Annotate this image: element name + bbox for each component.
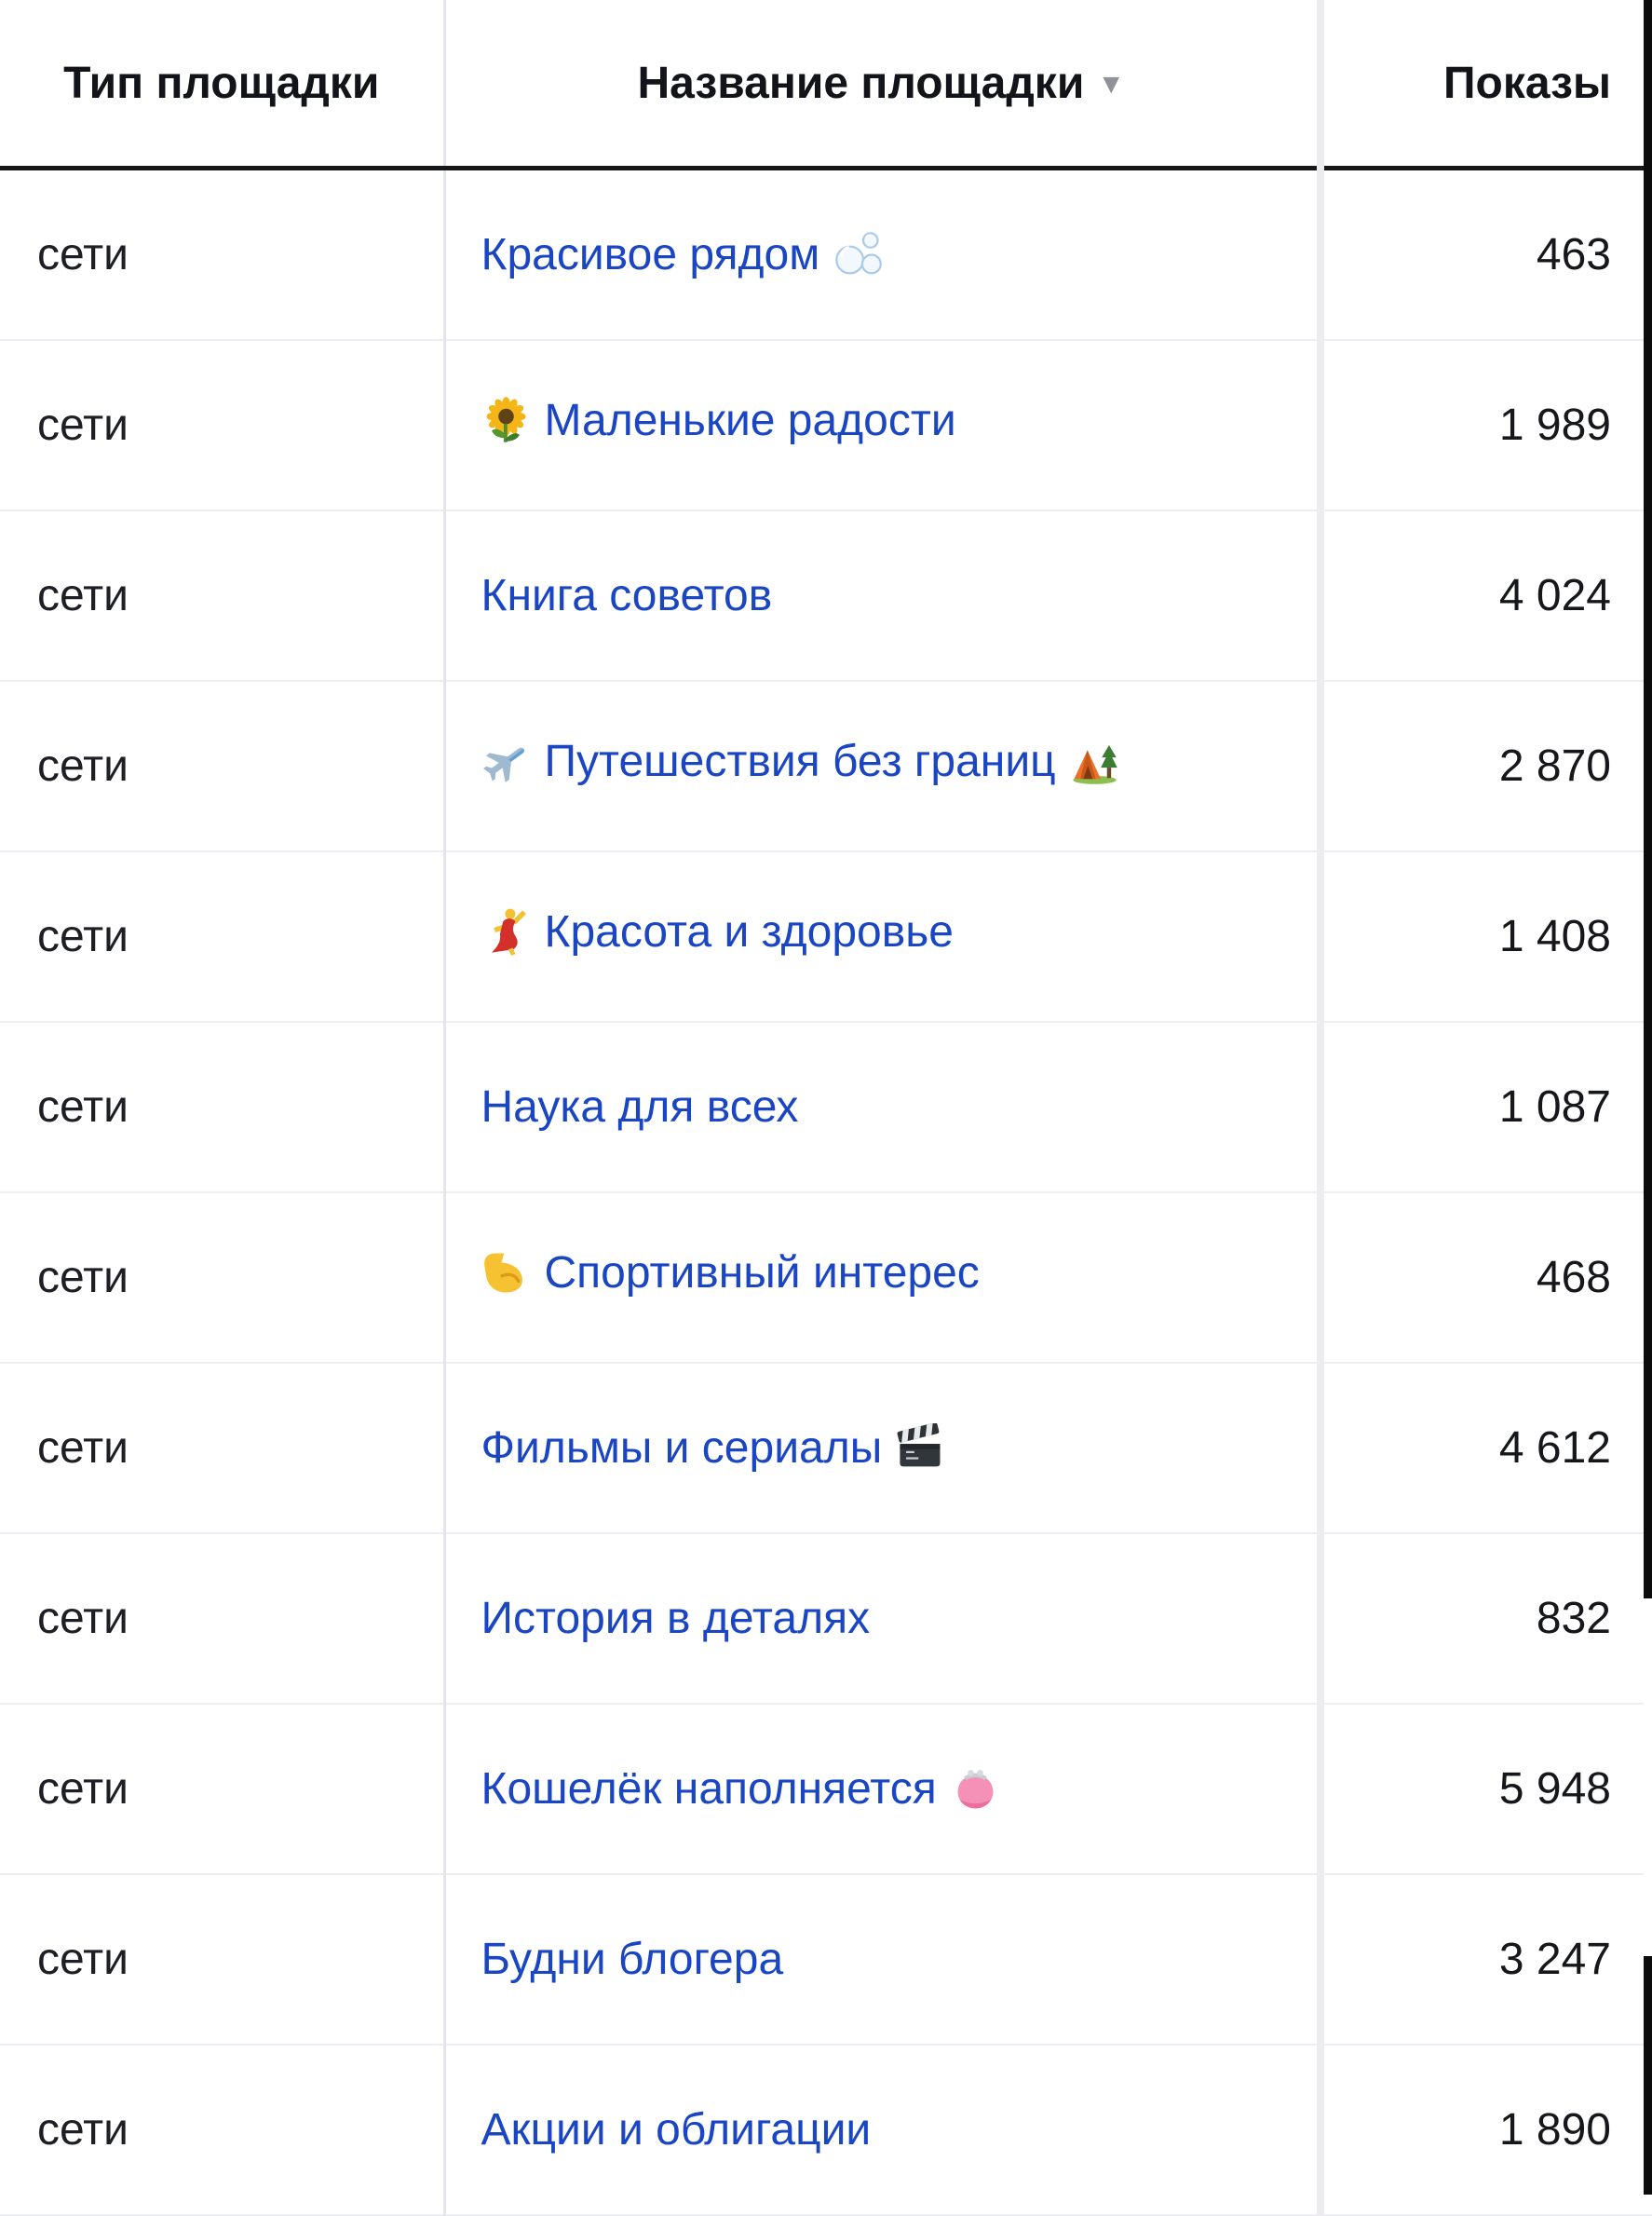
bubbles-emoji [833, 230, 883, 279]
platform-type-cell: сети [0, 510, 446, 682]
sunflower-emoji [481, 396, 531, 445]
platform-name-cell: Фильмы и сериалы [444, 1363, 1324, 1534]
impressions-cell: 4 024 [1320, 510, 1652, 682]
platform-name-label: Будни блогера [481, 1935, 784, 1984]
platform-name-cell: Красота и здоровье [444, 851, 1324, 1023]
table-row: сети История в деталях 832 [0, 1533, 1652, 1705]
camping-emoji [1070, 737, 1119, 786]
table-row: сети Будни блогера 3 247 [0, 1874, 1652, 2046]
platform-name-link[interactable]: Маленькие радости [481, 395, 956, 446]
table-row: сети Кошелёк наполняется 5 948 [0, 1704, 1652, 1875]
platform-type-cell: сети [0, 1192, 446, 1364]
impressions-cell: 5 948 [1320, 1704, 1652, 1875]
platform-name-label: Акции и облигации [481, 2105, 872, 2155]
table-row: сети Спортивный интерес 468 [0, 1192, 1652, 1364]
platform-name-cell: Кошелёк наполняется [444, 1704, 1324, 1875]
platform-type-cell: сети [0, 851, 446, 1023]
impressions-cell: 1 408 [1320, 851, 1652, 1023]
platform-name-label: Наука для всех [481, 1082, 799, 1132]
platform-type-cell: сети [0, 681, 446, 852]
table-row: сети Книга советов 4 024 [0, 510, 1652, 682]
platform-type-cell: сети [0, 168, 446, 341]
column-header-impressions[interactable]: Показы [1320, 0, 1652, 170]
table-row: сети Акции и облигации 1 890 [0, 2045, 1652, 2216]
platform-name-cell: Красивое рядом [444, 168, 1324, 341]
table-row: сети Маленькие радости 1 989 [0, 340, 1652, 511]
table-body: сети Красивое рядом 463 сети Маленькие р… [0, 168, 1652, 2216]
platform-name-cell: Маленькие радости [444, 340, 1324, 511]
platform-name-label: Маленькие радости [544, 395, 956, 445]
platform-name-link[interactable]: Наука для всех [481, 1081, 799, 1133]
platform-type-cell: сети [0, 2045, 446, 2216]
clapper-emoji [896, 1423, 945, 1473]
platform-name-link[interactable]: История в деталях [481, 1593, 871, 1644]
platform-name-label: Фильмы и сериалы [481, 1423, 883, 1473]
airplane-emoji [481, 737, 531, 786]
table-row: сети Красивое рядом 463 [0, 168, 1652, 341]
column-header-label: Название площадки [637, 58, 1085, 108]
impressions-cell: 1 087 [1320, 1022, 1652, 1193]
platform-name-cell: Путешествия без границ [444, 681, 1324, 852]
platform-name-cell: Книга советов [444, 510, 1324, 682]
column-header-platform-type[interactable]: Тип площадки [0, 0, 446, 170]
platform-name-link[interactable]: Спортивный интерес [481, 1247, 980, 1298]
platform-name-link[interactable]: Путешествия без границ [481, 736, 1119, 787]
platform-name-label: Кошелёк наполняется [481, 1764, 937, 1814]
column-header-label: Тип площадки [63, 58, 380, 108]
platform-name-link[interactable]: Будни блогера [481, 1934, 784, 1985]
platform-name-link[interactable]: Кошелёк наполняется [481, 1763, 1000, 1815]
platform-name-label: Красота и здоровье [544, 906, 954, 957]
dancer-emoji [481, 907, 531, 957]
platform-type-cell: сети [0, 1704, 446, 1875]
platform-name-link[interactable]: Красивое рядом [481, 229, 884, 280]
table-row: сети Фильмы и сериалы 4 612 [0, 1363, 1652, 1534]
sort-desc-icon[interactable]: ▼ [1097, 68, 1126, 100]
platform-name-cell: Акции и облигации [444, 2045, 1324, 2216]
impressions-cell: 4 612 [1320, 1363, 1652, 1534]
impressions-cell: 1 989 [1320, 340, 1652, 511]
platform-name-label: Красивое рядом [481, 230, 820, 279]
impressions-cell: 832 [1320, 1533, 1652, 1705]
table-row: сети Наука для всех 1 087 [0, 1022, 1652, 1193]
platform-name-label: Спортивный интерес [544, 1247, 980, 1298]
table-row: сети Путешествия без границ 2 870 [0, 681, 1652, 852]
column-header-platform-name[interactable]: Название площадки ▼ [444, 0, 1324, 170]
impressions-cell: 2 870 [1320, 681, 1652, 852]
platform-name-cell: Будни блогера [444, 1874, 1324, 2046]
platform-type-cell: сети [0, 1874, 446, 2046]
platform-type-cell: сети [0, 340, 446, 511]
platform-name-label: Путешествия без границ [544, 736, 1056, 786]
impressions-cell: 463 [1320, 168, 1652, 341]
platform-name-link[interactable]: Акции и облигации [481, 2104, 872, 2155]
impressions-cell: 468 [1320, 1192, 1652, 1364]
platform-name-link[interactable]: Книга советов [481, 570, 773, 621]
biceps-emoji [481, 1248, 531, 1298]
platform-name-label: История в деталях [481, 1594, 871, 1643]
platform-name-cell: Наука для всех [444, 1022, 1324, 1193]
impressions-cell: 3 247 [1320, 1874, 1652, 2046]
table-row: сети Красота и здоровье 1 408 [0, 851, 1652, 1023]
scrollbar-thumb[interactable] [1644, 1598, 1652, 1956]
platform-type-cell: сети [0, 1533, 446, 1705]
scrollbar-track[interactable] [1644, 0, 1652, 2195]
platform-name-label: Книга советов [481, 571, 773, 620]
platform-name-cell: История в деталях [444, 1533, 1324, 1705]
column-header-label: Показы [1443, 58, 1611, 108]
platform-type-cell: сети [0, 1363, 446, 1534]
platform-name-link[interactable]: Фильмы и сериалы [481, 1422, 946, 1474]
impressions-cell: 1 890 [1320, 2045, 1652, 2216]
table-header-row: Тип площадки Название площадки ▼ Показы [0, 0, 1652, 170]
platform-type-cell: сети [0, 1022, 446, 1193]
purse-emoji [951, 1764, 1000, 1814]
platform-name-link[interactable]: Красота и здоровье [481, 906, 954, 958]
platform-name-cell: Спортивный интерес [444, 1192, 1324, 1364]
